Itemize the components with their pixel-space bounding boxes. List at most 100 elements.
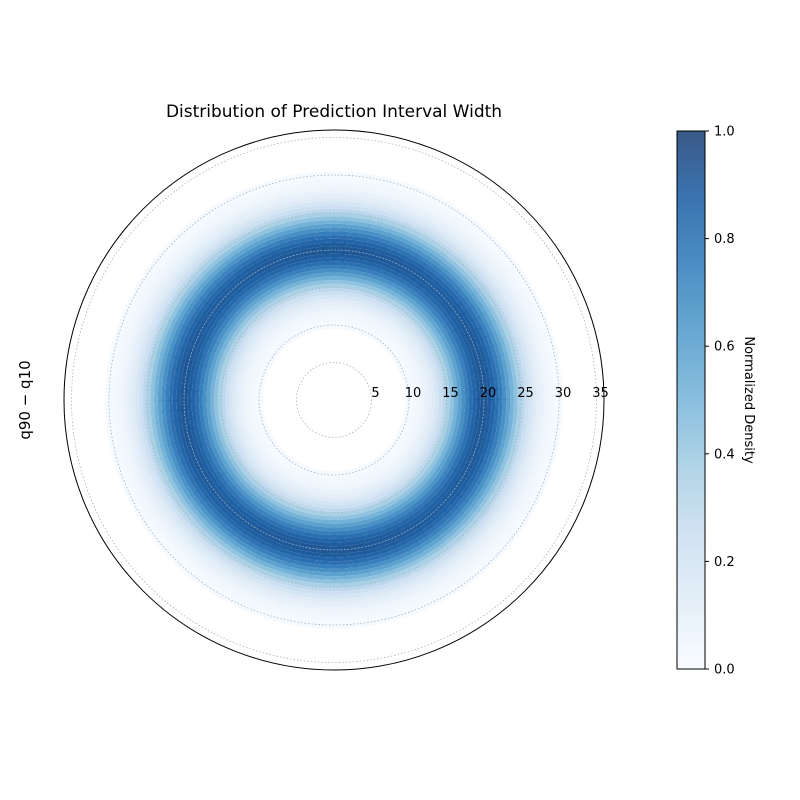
density-cell <box>209 349 217 360</box>
density-cell <box>229 313 239 323</box>
density-cell <box>295 320 303 327</box>
density-cell <box>286 459 293 466</box>
density-cell <box>154 388 159 401</box>
density-cell <box>386 487 395 495</box>
density-cell <box>226 348 234 358</box>
density-cell <box>305 293 314 299</box>
density-cell <box>340 298 348 304</box>
density-cell <box>399 354 406 361</box>
density-cell <box>176 410 182 421</box>
density-cell <box>241 411 246 419</box>
density-cell <box>509 296 519 311</box>
density-cell <box>263 566 277 575</box>
density-cell <box>236 543 249 553</box>
density-cell <box>449 295 459 307</box>
density-cell <box>362 502 371 509</box>
density-cell <box>360 263 370 270</box>
density-cell <box>226 451 234 461</box>
density-cell <box>365 276 375 283</box>
density-cell <box>229 379 235 387</box>
density-cell <box>255 587 270 596</box>
density-cell <box>219 511 231 522</box>
density-cell <box>505 410 510 424</box>
density-cell <box>340 496 348 502</box>
radial-tick-label: 35 <box>592 386 609 401</box>
density-cell <box>239 452 247 461</box>
density-cell <box>381 254 393 262</box>
density-cell <box>333 317 340 322</box>
density-cell <box>265 437 272 444</box>
density-cell <box>256 457 264 465</box>
density-cell <box>265 257 277 266</box>
density-cell <box>420 460 428 469</box>
density-cell <box>458 356 465 367</box>
density-cell <box>510 461 519 475</box>
density-cell <box>252 347 260 356</box>
density-cell <box>275 455 283 463</box>
density-cell <box>257 464 266 472</box>
density-cell <box>489 307 499 321</box>
density-cell <box>288 337 295 344</box>
density-cell <box>353 323 360 329</box>
density-cell <box>383 295 393 303</box>
density-cell <box>398 492 408 500</box>
density-cell <box>280 595 295 603</box>
density-cell <box>432 322 441 332</box>
density-cell <box>246 574 260 584</box>
density-cell <box>353 243 365 250</box>
density-cell <box>226 340 234 349</box>
density-cell <box>504 434 511 447</box>
density-cell <box>333 298 341 303</box>
density-cell <box>373 247 385 255</box>
density-cell <box>160 445 168 459</box>
density-cell <box>316 526 326 531</box>
density-cell <box>367 296 376 303</box>
density-cell <box>291 520 302 527</box>
density-cell <box>325 272 334 277</box>
density-cell <box>386 464 394 472</box>
density-cell <box>395 520 406 528</box>
density-cell <box>257 529 268 539</box>
density-cell <box>442 272 454 284</box>
density-cell <box>359 267 369 274</box>
density-cell <box>428 418 434 427</box>
density-cell <box>284 212 298 219</box>
density-cell <box>182 273 194 287</box>
density-cell <box>454 258 467 271</box>
density-cell <box>512 411 518 424</box>
density-cell <box>249 320 258 329</box>
density-cell <box>457 365 463 376</box>
density-cell <box>282 521 293 528</box>
density-cell <box>410 471 419 480</box>
density-cell <box>388 555 401 564</box>
density-cell <box>419 247 432 257</box>
density-cell <box>476 438 483 450</box>
density-cell <box>227 287 238 297</box>
density-cell <box>231 466 239 476</box>
density-cell <box>514 336 523 351</box>
density-cell <box>251 564 265 574</box>
density-cell <box>294 464 301 471</box>
density-cell <box>266 513 277 522</box>
density-cell <box>247 510 258 519</box>
density-cell <box>358 583 372 590</box>
density-cell <box>273 574 287 582</box>
density-cell <box>349 319 356 324</box>
density-cell <box>250 372 256 379</box>
density-cell <box>494 512 506 526</box>
density-cell <box>232 315 241 325</box>
density-cell <box>308 525 318 531</box>
density-cell <box>148 423 154 437</box>
density-cell <box>385 548 398 557</box>
density-cell <box>323 557 335 562</box>
density-cell <box>428 447 435 457</box>
density-cell <box>268 441 275 449</box>
density-cell <box>409 506 419 516</box>
density-cell <box>420 568 434 579</box>
density-cell <box>268 345 275 353</box>
density-cell <box>210 383 216 393</box>
density-cell <box>418 349 425 357</box>
density-cell <box>410 263 422 273</box>
density-cell <box>207 433 214 443</box>
density-cell <box>243 238 257 248</box>
